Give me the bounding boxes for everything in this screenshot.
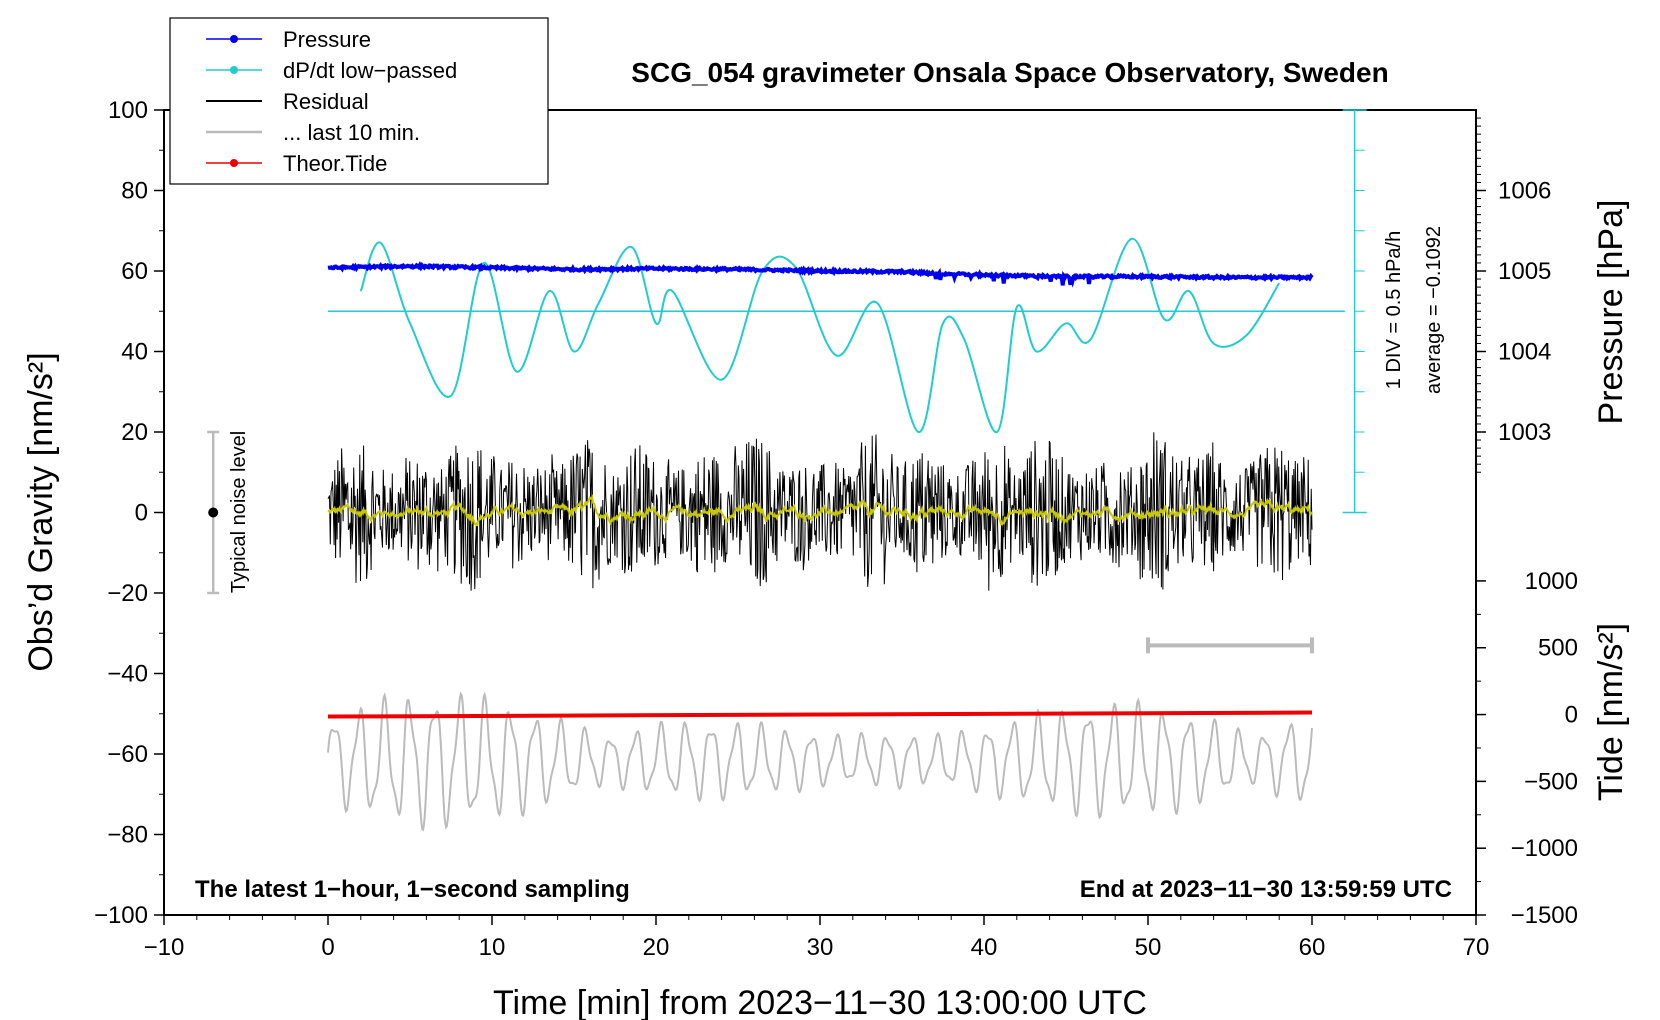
- pressure-series: [327, 261, 1314, 288]
- y-left-tick-label: −80: [107, 822, 148, 849]
- x-tick-label: 10: [479, 934, 506, 961]
- tide-line: [327, 710, 1313, 719]
- y-left-tick-label: 60: [121, 258, 148, 285]
- residual-line: [327, 432, 1313, 591]
- tide-tick-label: −1000: [1511, 835, 1578, 862]
- tide-tick-label: 1000: [1525, 568, 1578, 595]
- dpdt-line: [359, 237, 1281, 434]
- y-left-tick-label: 80: [121, 178, 148, 205]
- x-tick-label: 0: [321, 934, 334, 961]
- tide-tick-label: −1500: [1511, 902, 1578, 929]
- x-tick-label: −10: [144, 934, 185, 961]
- end-time-annotation: End at 2023−11−30 13:59:59 UTC: [1080, 876, 1452, 903]
- legend-entry-tide: Theor.Tide: [206, 151, 387, 176]
- legend-label-last10: ... last 10 min.: [283, 120, 420, 145]
- y-left-tick-label: 40: [121, 339, 148, 366]
- x-tick-label: 30: [807, 934, 834, 961]
- legend-entry-last10: ... last 10 min.: [206, 120, 420, 145]
- legend-label-pressure: Pressure: [283, 27, 371, 52]
- x-tick-label: 60: [1299, 934, 1326, 961]
- x-tick-label: 70: [1463, 934, 1490, 961]
- residual-series: [327, 432, 1313, 591]
- y-left-tick-label: −100: [94, 902, 148, 929]
- pressure-tick-label: 1003: [1498, 419, 1551, 446]
- dpdt-scale-axis: [1342, 109, 1367, 514]
- dpdt-series: [328, 237, 1345, 434]
- residual-smoothed-line: [327, 493, 1313, 527]
- tide-tick-label: 0: [1565, 702, 1578, 729]
- chart-title: SCG_054 gravimeter Onsala Space Observat…: [631, 57, 1388, 88]
- y-left-tick-label: −20: [107, 580, 148, 607]
- tide-axis-title: Tide [nm/s²]: [1592, 623, 1630, 801]
- last-10-min-series: [327, 691, 1313, 832]
- pressure-axis-title: Pressure [hPa]: [1592, 200, 1630, 425]
- residual-smoothed-series: [327, 493, 1313, 527]
- last-10-min-line: [327, 691, 1313, 832]
- axes: −10 0 10 20 30 40 50 60 70−100−80−60−40−20020406…: [94, 97, 1578, 961]
- y-left-tick-label: −40: [107, 661, 148, 688]
- tide-tick-label: −500: [1524, 768, 1578, 795]
- legend-label-residual: Residual: [283, 89, 369, 114]
- last-10-min-bar: [1146, 637, 1314, 654]
- tide-tick-label: 500: [1538, 635, 1578, 662]
- noise-bar-center: [208, 507, 219, 518]
- pressure-line: [327, 261, 1314, 288]
- noise-level-label: Typical noise level: [228, 431, 250, 593]
- x-tick-label: 40: [971, 934, 998, 961]
- dpdt-average-annotation: average = −0.1092: [1423, 226, 1445, 394]
- x-axis-title: Time [min] from 2023−11−30 13:00:00 UTC: [493, 984, 1147, 1020]
- legend-entry-dpdt: dP/dt low−passed: [206, 58, 457, 83]
- noise-level-bar: [207, 430, 220, 595]
- legend: Pressure dP/dt low−passed Residual ... l…: [169, 17, 549, 185]
- x-tick-label: 50: [1135, 934, 1162, 961]
- dpdt-div-annotation: 1 DIV = 0.5 hPa/h: [1383, 231, 1405, 389]
- theoretical-tide-series: [327, 710, 1313, 719]
- legend-label-dpdt: dP/dt low−passed: [283, 58, 457, 83]
- left-axis-title: Obs’d Gravity [nm/s²]: [22, 352, 60, 671]
- legend-dot-tide: [230, 159, 238, 167]
- legend-entry-pressure: Pressure: [206, 27, 371, 52]
- pressure-tick-label: 1005: [1498, 258, 1551, 285]
- legend-entry-residual: Residual: [206, 89, 369, 114]
- legend-label-tide: Theor.Tide: [283, 151, 387, 176]
- legend-dot-pressure: [230, 35, 238, 43]
- y-left-tick-label: 20: [121, 419, 148, 446]
- y-left-tick-label: −60: [107, 741, 148, 768]
- y-left-tick-label: 100: [108, 97, 148, 124]
- sampling-annotation: The latest 1−hour, 1−second sampling: [195, 876, 630, 903]
- x-tick-label: 20: [643, 934, 670, 961]
- pressure-tick-label: 1006: [1498, 178, 1551, 205]
- pressure-tick-label: 1004: [1498, 339, 1551, 366]
- legend-dot-dpdt: [230, 66, 238, 74]
- y-left-tick-label: 0: [135, 500, 148, 527]
